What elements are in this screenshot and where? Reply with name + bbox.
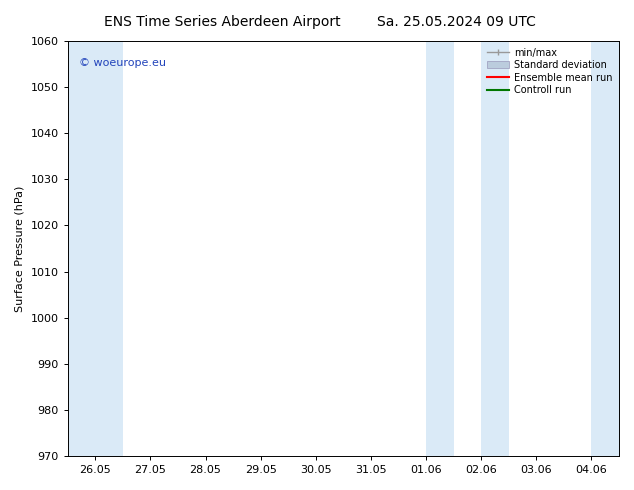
Bar: [68, 41, 123, 456]
Text: Sa. 25.05.2024 09 UTC: Sa. 25.05.2024 09 UTC: [377, 15, 536, 29]
Y-axis label: Surface Pressure (hPa): Surface Pressure (hPa): [15, 185, 25, 312]
Text: © woeurope.eu: © woeurope.eu: [79, 58, 165, 68]
Text: ENS Time Series Aberdeen Airport: ENS Time Series Aberdeen Airport: [103, 15, 340, 29]
Bar: [426, 41, 453, 456]
Bar: [592, 41, 619, 456]
Legend: min/max, Standard deviation, Ensemble mean run, Controll run: min/max, Standard deviation, Ensemble me…: [486, 46, 614, 97]
Bar: [481, 41, 508, 456]
